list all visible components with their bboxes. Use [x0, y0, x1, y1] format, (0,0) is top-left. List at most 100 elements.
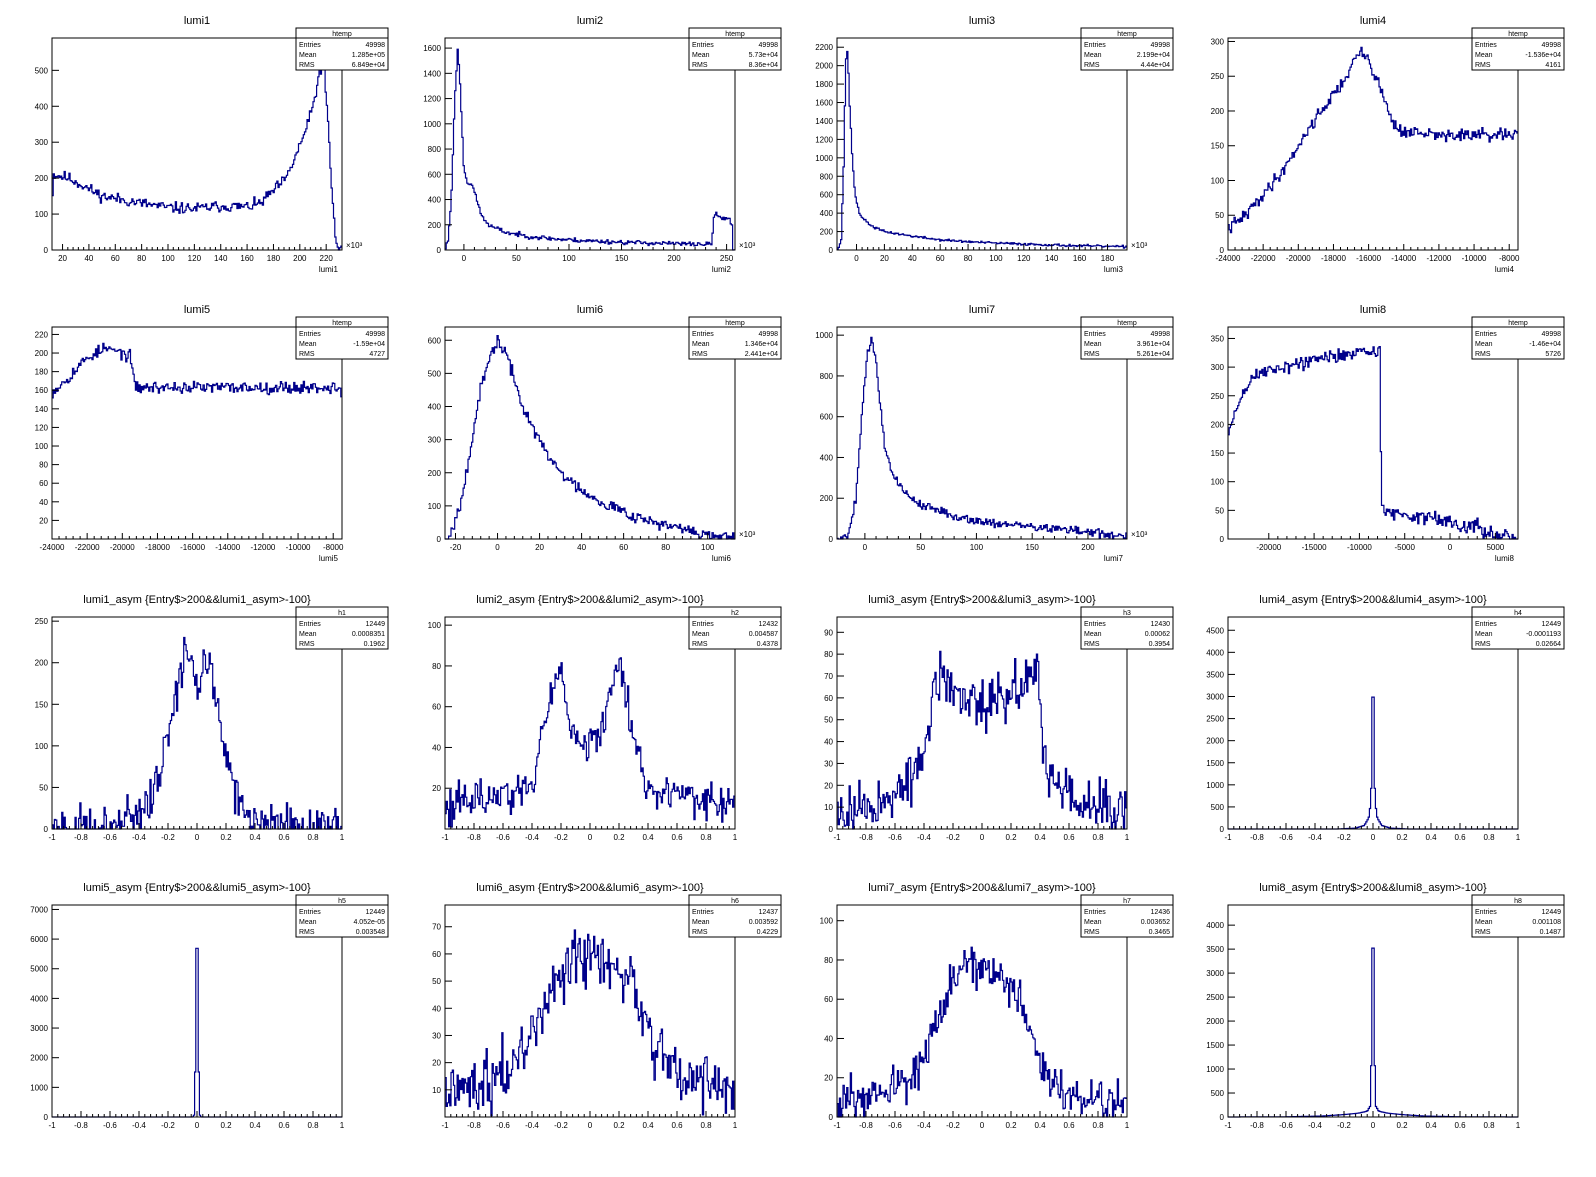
stats-value: -1.46e+04	[1529, 341, 1561, 348]
y-tick-label: 70	[824, 672, 833, 681]
y-tick-label: 0	[437, 246, 442, 255]
x-tick-label: -0.8	[1250, 1121, 1264, 1130]
x-tick-label: 60	[936, 254, 945, 263]
x-tick-label: -0.2	[554, 1121, 568, 1130]
stats-frame	[295, 606, 389, 650]
x-tick-label: 1	[1516, 833, 1521, 842]
stats-key: Mean	[1475, 341, 1493, 348]
x-tick-label: -0.2	[1337, 1121, 1351, 1130]
y-tick-label: 100	[35, 442, 49, 451]
stats-value: 0.00062	[1145, 631, 1170, 638]
stats-value: 49998	[1151, 42, 1171, 49]
x-tick-label: 60	[619, 543, 628, 552]
y-tick-label: 60	[432, 703, 441, 712]
x-tick-label: -0.8	[74, 1121, 88, 1130]
stats-value: 12437	[759, 909, 779, 916]
x-tick-label: -0.2	[946, 833, 960, 842]
x-tick-label: -5000	[1394, 543, 1415, 552]
x-tick-label: 100	[970, 543, 984, 552]
panel-title: lumi1_asym {Entry$>200&&lumi1_asym>-100}	[83, 594, 311, 606]
x-tick-label: 20	[535, 543, 544, 552]
stats-value: 0.4229	[757, 929, 779, 936]
stats-box: h5 Entries 12449 Mean 4.052e-05 RMS 0.003548	[295, 894, 389, 938]
x-tick-label: -14000	[1391, 254, 1416, 263]
x-tick-label: 0	[863, 543, 868, 552]
stats-title: htemp	[1117, 31, 1137, 38]
x-tick-label: 20	[58, 254, 67, 263]
y-tick-label: 600	[820, 191, 834, 200]
panel-title: lumi2	[577, 15, 603, 27]
y-tick-label: 0	[829, 1113, 834, 1122]
y-tick-label: 2000	[1206, 737, 1224, 746]
y-tick-label: 200	[428, 221, 442, 230]
x-tick-label: 40	[84, 254, 93, 263]
stats-box: h3 Entries 12430 Mean 0.00062 RMS 0.3954	[1080, 606, 1174, 650]
x-tick-label: 0.2	[1396, 1121, 1408, 1130]
x-tick-label: 0.2	[1005, 833, 1017, 842]
histogram-line	[1228, 46, 1518, 234]
stats-key: Entries	[692, 331, 714, 338]
stats-key: RMS	[1475, 929, 1491, 936]
x-tick-label: 220	[320, 254, 334, 263]
y-tick-label: 90	[824, 628, 833, 637]
x-tick-label: 80	[137, 254, 146, 263]
y-tick-label: 10	[432, 1086, 441, 1095]
y-tick-label: 1000	[423, 120, 441, 129]
x-tick-label: -0.2	[946, 1121, 960, 1130]
stats-title: htemp	[332, 31, 352, 38]
stats-key: Entries	[299, 331, 321, 338]
y-tick-label: 2000	[1206, 1017, 1224, 1026]
stats-key: Mean	[1475, 631, 1493, 638]
x-tick-label: -0.4	[132, 833, 146, 842]
x-tick-label: 0	[980, 833, 985, 842]
y-tick-label: 1500	[1206, 1041, 1224, 1050]
histogram-line	[52, 342, 342, 399]
stats-key: RMS	[1084, 351, 1100, 358]
stats-title: htemp	[725, 31, 745, 38]
x-tick-label: 180	[1101, 254, 1115, 263]
stats-frame	[1080, 316, 1174, 360]
panel-lumi6_asym: lumi6_asym {Entry$>200&&lumi6_asym>-100}…	[432, 882, 782, 1130]
plot-frame	[1227, 37, 1519, 251]
stats-key: Entries	[1475, 621, 1497, 628]
x-tick-label: 100	[701, 543, 715, 552]
y-tick-label: 0	[1220, 246, 1225, 255]
stats-frame	[1080, 606, 1174, 650]
stats-frame	[295, 316, 389, 360]
y-tick-label: 3000	[30, 1024, 48, 1033]
x-tick-label: -0.4	[132, 1121, 146, 1130]
stats-key: Mean	[299, 341, 317, 348]
y-tick-label: 800	[820, 172, 834, 181]
stats-title: h5	[338, 898, 346, 905]
panel-lumi5: lumi5 -24000 -22000 -20000 -18000 -16000 -1400…	[35, 304, 389, 563]
stats-box: htemp Entries 49998 Mean -1.46e+04 RMS 5726	[1471, 316, 1565, 360]
panel-lumi8: lumi8 -20000 -15000 -10000 -5000 0 5000 0 50 100 1…	[1211, 304, 1565, 563]
y-tick-label: 5000	[30, 965, 48, 974]
stats-box: h4 Entries 12449 Mean -0.0001193 RMS 0.02664	[1471, 606, 1565, 650]
x-tick-label: -0.2	[161, 833, 175, 842]
y-tick-label: 600	[428, 336, 442, 345]
y-tick-label: 0	[829, 825, 834, 834]
y-tick-label: 2000	[30, 1054, 48, 1063]
y-tick-label: 150	[35, 700, 49, 709]
stats-value: 49998	[1542, 331, 1562, 338]
stats-title: htemp	[725, 320, 745, 327]
x-tick-label: -1	[48, 833, 56, 842]
stats-box: h8 Entries 12449 Mean 0.001108 RMS 0.1487	[1471, 894, 1565, 938]
x-tick-label: -1	[48, 1121, 56, 1130]
stats-value: 3.961e+04	[1137, 341, 1170, 348]
x-axis-label: lumi7	[1104, 554, 1124, 563]
plot-frame	[51, 326, 343, 540]
stats-key: Mean	[692, 341, 710, 348]
y-tick-label: 0	[44, 825, 49, 834]
y-tick-label: 100	[35, 742, 49, 751]
y-tick-label: 800	[820, 372, 834, 381]
x-tick-label: -0.4	[1308, 833, 1322, 842]
x-axis-exponent: ×10³	[739, 241, 756, 250]
x-tick-label: 0.8	[700, 1121, 712, 1130]
x-tick-label: 0	[588, 833, 593, 842]
stats-value: 12432	[759, 621, 779, 628]
x-tick-label: 0.6	[671, 833, 683, 842]
histogram-line	[445, 48, 735, 251]
x-tick-label: 0	[1448, 543, 1453, 552]
